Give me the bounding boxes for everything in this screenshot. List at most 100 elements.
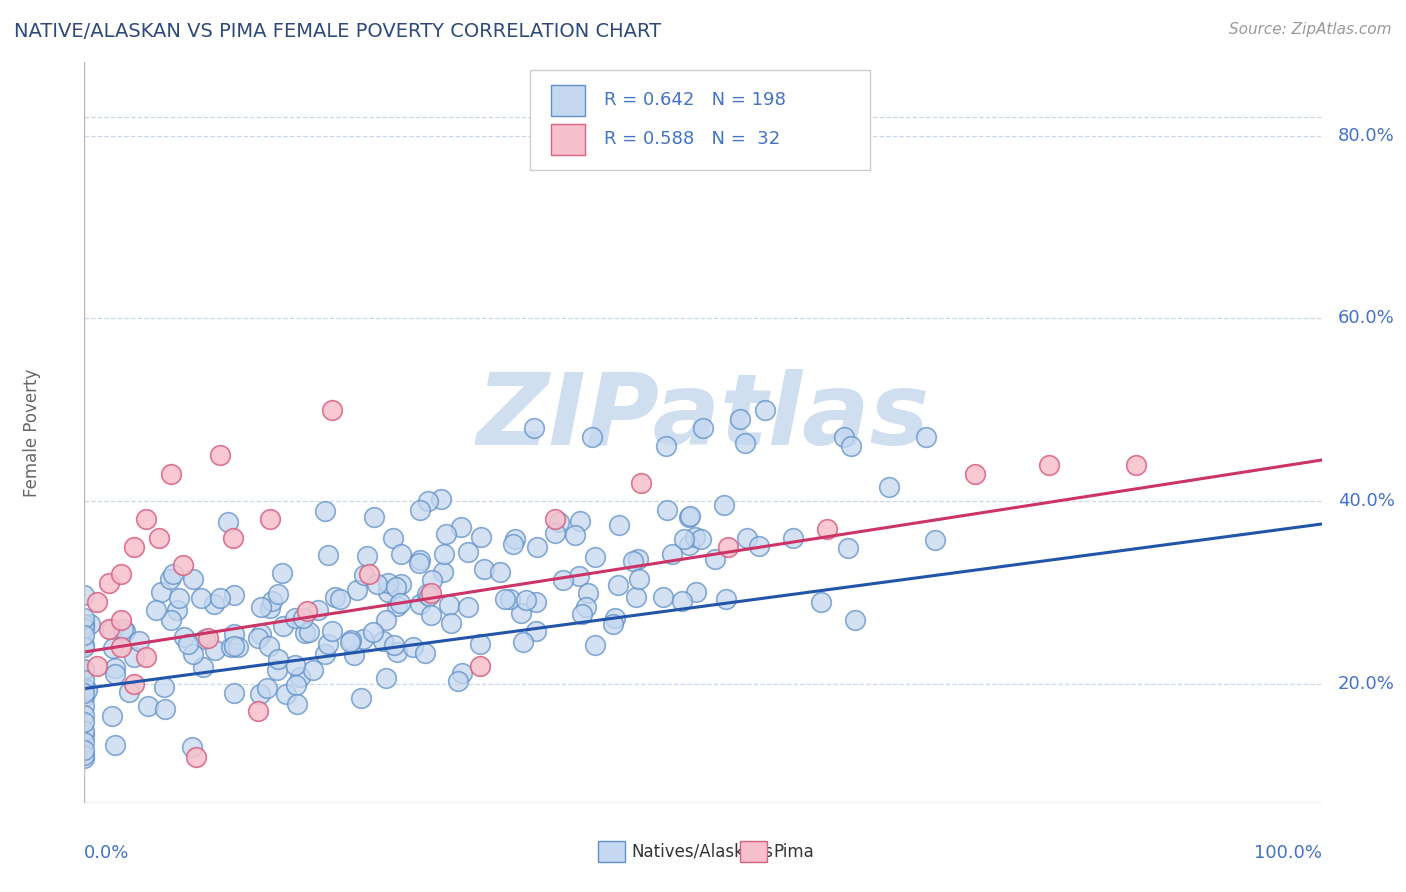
Point xyxy=(266,652,288,666)
Point xyxy=(499,592,522,607)
Point xyxy=(262,594,284,608)
Point xyxy=(79,617,101,632)
Point xyxy=(627,572,650,586)
Point xyxy=(73,662,96,676)
Point xyxy=(415,587,437,601)
Point xyxy=(418,494,440,508)
Bar xyxy=(551,85,585,116)
Point xyxy=(266,664,288,678)
Point xyxy=(177,638,200,652)
Point xyxy=(502,537,524,551)
Point xyxy=(389,548,412,562)
Text: Pima: Pima xyxy=(773,843,814,861)
Point xyxy=(111,622,134,636)
Point xyxy=(76,682,98,697)
Point xyxy=(86,595,108,609)
Point xyxy=(209,449,232,463)
Point xyxy=(73,708,96,723)
Point xyxy=(419,607,441,622)
Point xyxy=(224,686,246,700)
Point xyxy=(515,593,537,607)
Point xyxy=(101,641,124,656)
Point xyxy=(181,572,204,586)
Point xyxy=(162,567,184,582)
Point xyxy=(259,601,281,615)
Point xyxy=(544,526,567,541)
Point xyxy=(259,639,281,653)
Bar xyxy=(740,841,768,862)
Point xyxy=(73,638,96,652)
Point xyxy=(503,533,526,547)
Point xyxy=(246,631,269,645)
Point xyxy=(180,740,202,755)
Point xyxy=(734,436,756,450)
Point xyxy=(152,680,174,694)
Point xyxy=(353,568,375,582)
Point xyxy=(73,617,96,632)
Point xyxy=(73,663,96,677)
Point xyxy=(73,680,96,694)
Point xyxy=(673,532,696,546)
Point xyxy=(543,512,565,526)
Point xyxy=(73,728,96,742)
Point xyxy=(314,504,336,518)
Point xyxy=(197,632,219,646)
Point xyxy=(607,578,630,592)
Point xyxy=(149,584,172,599)
Point xyxy=(1038,458,1060,472)
Point xyxy=(433,547,456,561)
Point xyxy=(86,658,108,673)
Point xyxy=(583,549,606,564)
Point xyxy=(432,566,454,580)
Text: R = 0.588   N =  32: R = 0.588 N = 32 xyxy=(605,130,780,148)
Point xyxy=(879,480,901,494)
Point xyxy=(73,742,96,756)
Point xyxy=(224,639,246,653)
Text: 80.0%: 80.0% xyxy=(1337,127,1395,145)
Point xyxy=(292,611,315,625)
Text: Natives/Alaskans: Natives/Alaskans xyxy=(631,843,773,861)
Point xyxy=(136,699,159,714)
Point xyxy=(73,640,96,655)
Point xyxy=(284,611,307,625)
Point xyxy=(627,551,650,566)
Point xyxy=(382,638,405,652)
Point xyxy=(748,539,770,553)
Point xyxy=(98,622,121,636)
Point xyxy=(284,658,307,673)
Point xyxy=(430,491,453,506)
Point xyxy=(661,547,683,561)
Point xyxy=(209,591,232,605)
Text: 40.0%: 40.0% xyxy=(1337,492,1395,510)
Point xyxy=(1125,458,1147,472)
Point xyxy=(122,540,145,554)
Point xyxy=(276,687,298,701)
Point xyxy=(166,603,188,617)
Point xyxy=(402,640,425,654)
Point xyxy=(810,595,832,609)
Point xyxy=(409,597,432,611)
FancyBboxPatch shape xyxy=(530,70,870,169)
Point xyxy=(451,665,474,680)
Text: ZIPatlas: ZIPatlas xyxy=(477,369,929,467)
Point xyxy=(259,512,281,526)
Point xyxy=(222,531,245,545)
Point xyxy=(204,643,226,657)
Point xyxy=(256,681,278,695)
Point xyxy=(844,613,866,627)
Point xyxy=(689,532,711,546)
Point xyxy=(624,591,647,605)
Point xyxy=(524,595,547,609)
Point xyxy=(671,594,693,608)
Point xyxy=(568,569,591,583)
Point xyxy=(440,616,463,631)
Text: R = 0.642   N = 198: R = 0.642 N = 198 xyxy=(605,91,786,109)
Point xyxy=(202,597,225,611)
Point xyxy=(389,596,412,610)
Point xyxy=(457,545,479,559)
Point xyxy=(409,503,432,517)
Point xyxy=(148,531,170,545)
Point xyxy=(547,515,569,529)
Point xyxy=(553,574,575,588)
Text: 100.0%: 100.0% xyxy=(1254,844,1322,862)
